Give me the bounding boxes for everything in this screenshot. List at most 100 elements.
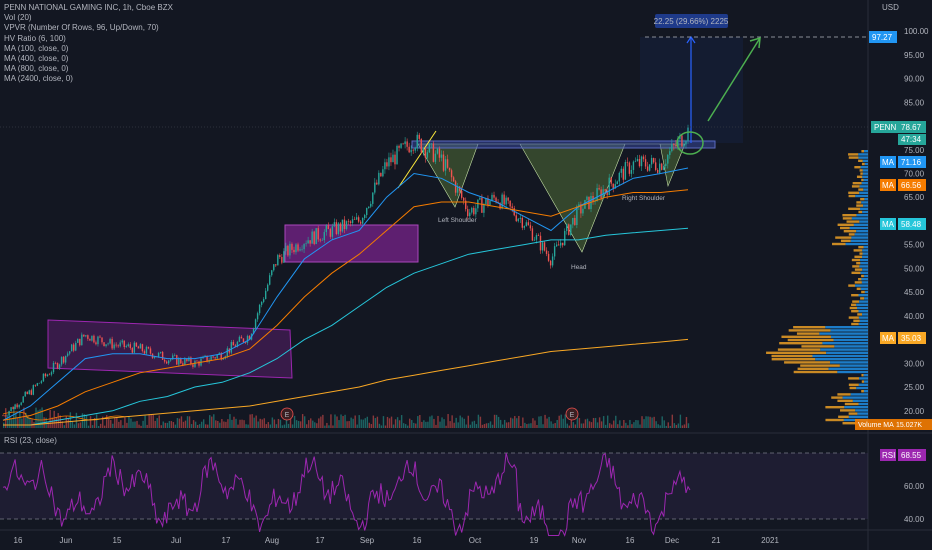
vpvr-bar-down [862,169,868,172]
indicator-hv-ratio[interactable]: HV Ratio (6, 100) [4,33,66,43]
candle-body [646,166,649,171]
candle-body [54,362,57,364]
candle-body [537,235,540,236]
vpvr-bar-up [853,319,860,322]
volume-bar [516,418,518,428]
time-axis[interactable]: 16 Jun 15 Jul 17 Aug 17 Sep 16 Oct 19 Nov 16 Dec 21 202… [14,536,780,545]
svg-text:78.67: 78.67 [901,123,922,132]
vpvr-bar-up [784,361,831,364]
volume-bar [465,424,467,428]
vpvr-bar-down [863,204,868,207]
volume-bar [582,423,585,428]
symbol-title[interactable]: PENN NATIONAL GAMING INC, 1h, Cboe BZX [4,3,173,12]
indicator-ma-2400[interactable]: MA (2400, close, 0) [4,74,73,84]
breakout-circle[interactable] [676,131,704,155]
volume-bar [239,419,241,428]
vpvr-bar-up [840,239,851,242]
earnings-marker[interactable]: E [565,407,579,421]
vpvr-bar-down [861,278,868,281]
candle-body [382,169,384,177]
candle-body [622,168,625,180]
indicator-ma-400[interactable]: MA (400, close, 0) [4,54,69,64]
consolidation-box[interactable] [284,224,419,263]
volume-bar [97,425,100,428]
volume-bar [469,424,472,428]
indicator-ma-100[interactable]: MA (100, close, 0) [4,43,69,53]
candle-body [416,134,418,149]
target-arrow[interactable] [707,37,761,122]
volume-bar [400,415,403,428]
volume-bar [265,424,267,428]
volume-bar [558,415,560,428]
candle-body [448,167,451,171]
volume-bar [196,424,199,428]
volume-bar [538,416,540,428]
neckline-zone[interactable] [411,140,716,149]
candle-body [127,344,129,347]
countdown-tag: 47:34 [898,134,926,145]
measure-label: 22.25 (29.66%) 2225 [654,17,729,26]
indicator-ma-800[interactable]: MA (800, close, 0) [4,64,69,74]
vpvr-bar-up [851,310,859,313]
volume-bar [449,421,451,428]
candle-body [586,196,588,200]
indicator-volume[interactable]: Vol (20) [4,13,32,23]
vpvr-bar-down [862,159,868,162]
volume-bar [314,422,316,428]
vpvr-bar-down [862,268,868,271]
volume-bar [475,424,478,428]
vpvr-bar-down [860,258,868,262]
candle-body [269,275,271,285]
candle-body [289,243,291,256]
candle-body [446,159,449,168]
candle-body [654,162,657,170]
time-tick: Dec [665,536,679,545]
volume-bar [360,419,362,428]
candle-body [214,357,216,359]
volume-bar [5,408,7,428]
vpvr-bar-down [862,210,868,214]
earnings-marker[interactable]: E [280,407,294,421]
vpvr-bar-down [852,399,868,402]
candle-body [186,358,188,362]
volume-bar [578,418,581,428]
candle-body [216,354,218,359]
volume-bar [160,425,162,428]
candle-body [291,243,293,250]
indicator-vpvr[interactable]: VPVR (Number Of Rows, 96, Up/Down, 70) [4,23,159,33]
vpvr-bar-up [856,175,863,178]
trendline-yellow[interactable] [397,130,437,189]
candle-body [398,145,400,148]
volume-ma-tag: Volume MA 15.027K [855,419,932,430]
volume-bar [198,424,201,428]
volume-bar [643,419,645,428]
volume-bar [671,414,674,428]
volume-bar [631,424,633,428]
volume-bar [386,416,389,428]
volume-bar [526,424,528,428]
consolidation-channel[interactable] [47,319,293,379]
volume-bar [61,421,63,428]
volume-bar [376,416,379,428]
vpvr-bar-down [837,370,868,374]
volume-bar [289,418,292,428]
volume-bar [611,424,613,428]
volume-bar [503,419,506,428]
candle-body [420,138,422,153]
candle-body [578,204,580,207]
volume-bar [641,416,643,428]
candle-body [612,183,614,189]
ma-line-3 [3,227,689,426]
volume-bar [225,421,227,428]
vpvr-bar-up [858,159,863,162]
vpvr-bar-down [858,316,868,319]
vpvr-bar-up [851,294,859,297]
candle-body [287,245,289,256]
volume-bar [182,421,185,428]
volume-ma-line [2,411,125,421]
candle-body [545,250,548,254]
time-tick: Jul [171,536,181,545]
vpvr-bar-down [856,386,868,390]
volume-bar [306,424,308,428]
